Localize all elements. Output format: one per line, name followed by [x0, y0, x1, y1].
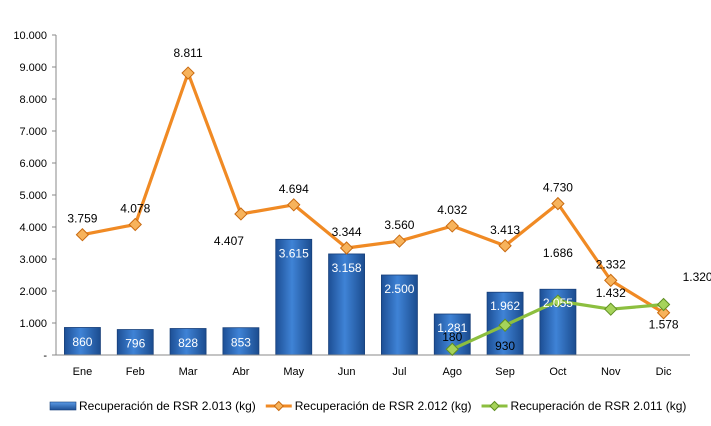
legend-swatch-marker — [489, 400, 500, 412]
line-data-label: 3.759 — [67, 212, 97, 226]
y-tick-label: 5.000 — [19, 190, 47, 202]
bar-data-label: 828 — [178, 336, 198, 350]
line-data-label: 180 — [442, 330, 462, 344]
x-tick-label: Ago — [442, 366, 462, 378]
y-tick-label: 7.000 — [19, 126, 47, 138]
bar-data-label: 2.055 — [543, 296, 573, 310]
bar — [116, 329, 154, 356]
bars-layer — [64, 238, 577, 356]
line-data-label: 930 — [495, 339, 515, 353]
series-marker — [445, 342, 459, 356]
x-tick-label: Sep — [495, 366, 515, 378]
x-tick-label: Dic — [656, 366, 672, 378]
y-tick-label: 10.000 — [13, 30, 47, 42]
line-data-label: 8.811 — [174, 46, 203, 60]
y-tick-label: 1.000 — [19, 318, 47, 330]
x-tick-label: Oct — [549, 366, 566, 378]
series-marker — [75, 228, 90, 242]
series-marker — [234, 207, 248, 221]
x-tick-label: Mar — [179, 366, 198, 378]
line-data-label: 3.413 — [490, 223, 520, 237]
y-tick-label: 8.000 — [19, 94, 47, 106]
y-tick-label: 3.000 — [19, 254, 47, 266]
line-data-label: 4.078 — [120, 202, 150, 216]
series-marker — [604, 273, 618, 288]
series-marker — [604, 302, 618, 316]
lines-layer — [75, 66, 671, 356]
x-tick-label: Feb — [126, 366, 145, 378]
x-tick-label: Abr — [232, 366, 249, 378]
axes-layer: - 1.000 2.000 3.000 4.000 5.000 6.000 7.000 8.00… — [13, 30, 690, 378]
labels-layer: 860 796 828 853 3.615 3.158 2.500 1.281 1.962 2.0… — [67, 46, 711, 353]
line-data-label: 4.730 — [543, 181, 573, 195]
bar-data-label: 3.615 — [279, 246, 309, 260]
bar-data-label: 1.962 — [490, 299, 520, 313]
line-data-label: 3.560 — [384, 218, 414, 232]
legend-label: Recuperación de RSR 2.012 (kg) — [295, 399, 472, 413]
y-tick-label: 2.000 — [19, 286, 47, 298]
bar — [64, 327, 101, 356]
line-data-label: 1.320 — [683, 270, 711, 284]
series-marker — [498, 239, 512, 253]
line-data-label: 4.407 — [214, 234, 244, 248]
line-data-label: 1.686 — [543, 246, 573, 260]
series-marker — [445, 219, 459, 233]
x-tick-label: Ene — [73, 366, 93, 378]
x-tick-label: Jun — [338, 366, 356, 378]
bar-data-label: 853 — [231, 335, 251, 349]
y-tick-label: 6.000 — [19, 158, 47, 170]
series-marker — [339, 241, 354, 255]
x-tick-label: May — [283, 366, 304, 378]
line-data-label: 2.332 — [596, 257, 626, 271]
legend: Recuperación de RSR 2.013 (kg) Recuperaci… — [49, 399, 687, 413]
y-tick-label: 4.000 — [19, 222, 47, 234]
series-line — [82, 71, 665, 315]
series-marker — [498, 318, 512, 332]
line-data-label: 4.032 — [437, 203, 467, 217]
bar — [328, 253, 365, 356]
series-marker — [287, 198, 301, 212]
series-marker — [181, 66, 195, 80]
x-tick-label: Nov — [601, 366, 621, 378]
series-marker — [392, 234, 407, 248]
line-data-label: 1.432 — [596, 286, 626, 300]
series-marker — [656, 306, 671, 320]
legend-label: Recuperación de RSR 2.011 (kg) — [511, 399, 687, 413]
line-data-label: 3.344 — [332, 225, 362, 239]
legend-swatch-marker — [273, 400, 284, 412]
bar-data-label: 860 — [72, 335, 92, 349]
x-tick-label: Jul — [392, 366, 406, 378]
series-marker — [551, 294, 565, 308]
legend-swatch-bar — [49, 401, 77, 411]
bar-data-label: 1.281 — [437, 321, 467, 335]
y-tick-label: 9.000 — [19, 62, 47, 74]
y-tick-label: - — [43, 350, 47, 362]
series-marker — [128, 217, 142, 232]
series-marker — [656, 297, 671, 312]
bar-data-label: 2.500 — [384, 282, 414, 296]
line-data-label: 1.578 — [649, 318, 679, 332]
bar-data-label: 796 — [125, 336, 145, 350]
bar-data-label: 3.158 — [332, 261, 362, 275]
line-data-label: 4.694 — [279, 182, 309, 196]
legend-label: Recuperación de RSR 2.013 (kg) — [79, 399, 256, 413]
bar — [222, 327, 260, 356]
series-marker — [551, 196, 565, 211]
